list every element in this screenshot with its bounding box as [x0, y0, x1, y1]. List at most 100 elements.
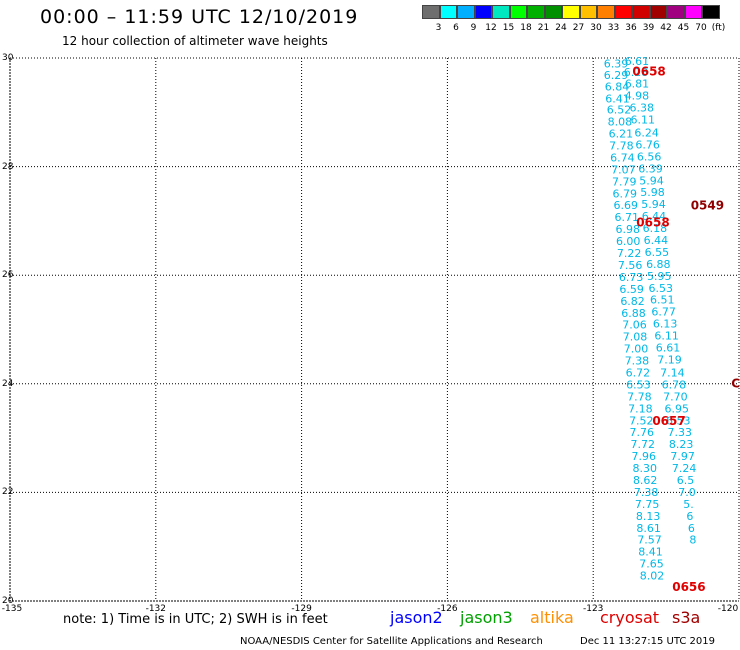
color-swatch — [649, 5, 667, 19]
wave-height-label: 7.08 — [623, 331, 648, 344]
wave-height-label: 6.29 — [604, 69, 629, 82]
wave-height-label: 8.02 — [640, 570, 665, 583]
longitude-label: -135 — [1, 604, 23, 614]
color-scale-label: 6 — [453, 23, 459, 33]
color-swatch — [597, 5, 615, 19]
legend-cryosat: cryosat — [600, 608, 660, 627]
pass-time-label: 0658 — [632, 65, 665, 79]
page-title: 00:00 – 11:59 UTC 12/10/2019 — [40, 6, 359, 28]
latitude-label: 30 — [2, 53, 14, 63]
wave-height-label: 6.00 — [616, 235, 641, 248]
wave-height-label: 6.18 — [643, 222, 668, 235]
wave-height-label: 8 — [689, 534, 696, 547]
color-swatch — [667, 5, 685, 19]
wave-height-label: 7.78 — [627, 390, 652, 403]
color-swatch — [527, 5, 545, 19]
wave-height-label: 8.13 — [636, 510, 661, 523]
wave-height-label: 7.0 — [678, 486, 696, 499]
wave-height-label: 6.84 — [605, 80, 630, 93]
color-swatch — [614, 5, 632, 19]
color-swatch — [702, 5, 720, 19]
wave-height-label: 6.61 — [656, 342, 681, 355]
color-scale: 3 6 9 12 15 18 21 24 27 30 33 36 39 42 45 70 (ft) — [422, 5, 725, 33]
wave-height-label: 6.13 — [653, 318, 678, 331]
wave-height-label: 7.96 — [631, 450, 656, 463]
wave-height-label: 6.51 — [650, 294, 675, 307]
note-text: note: 1) Time is in UTC; 2) SWH is in fe… — [63, 612, 328, 627]
wave-height-label: 6.11 — [631, 113, 656, 126]
legend-s3a: s3a — [672, 608, 701, 627]
wave-height-label: 8.30 — [632, 462, 657, 475]
wave-height-label: 6.71 — [614, 211, 639, 224]
color-swatch — [632, 5, 650, 19]
wave-height-label: 7.76 — [630, 426, 655, 439]
wave-height-label: 6.56 — [637, 150, 662, 163]
wave-height-label: 7.52 — [629, 414, 654, 427]
wave-height-label: 6.79 — [613, 187, 638, 200]
color-scale-label: 3 — [435, 23, 442, 33]
longitude-label: -132 — [145, 604, 167, 614]
latitude-label: 22 — [2, 487, 14, 498]
wave-height-label: 7.38 — [634, 486, 659, 499]
wave-height-label: 6.61 — [625, 55, 650, 68]
color-swatch — [422, 5, 440, 19]
color-swatch — [544, 5, 562, 19]
wave-height-label: 6.53 — [666, 414, 691, 427]
color-scale-label: 36 — [625, 23, 637, 33]
color-swatch — [457, 5, 475, 19]
wave-height-label: 6.74 — [610, 151, 635, 164]
wave-height-label: 7.78 — [609, 140, 634, 153]
wave-height-label: 7.00 — [624, 343, 649, 356]
wave-height-label: 6.76 — [635, 138, 660, 151]
wave-height-label: 8.62 — [633, 474, 658, 487]
wave-height-label: 6.88 — [621, 307, 646, 320]
pass-time-label: C — [731, 376, 740, 390]
wave-height-label: 6 — [688, 522, 695, 535]
wave-height-label: 7.57 — [637, 534, 662, 547]
wave-height-label: 6.53 — [626, 378, 651, 391]
wave-height-label: 4.98 — [625, 90, 650, 103]
latitude-label: 26 — [2, 270, 14, 281]
wave-height-label: 6.88 — [646, 258, 671, 271]
longitude-label: -123 — [582, 604, 604, 614]
wave-height-label: 6.59 — [619, 283, 644, 296]
wave-height-label: 5.94 — [641, 198, 666, 211]
color-swatch — [684, 5, 702, 19]
longitude-label: -120 — [717, 604, 739, 614]
color-scale-label: 39 — [642, 23, 655, 33]
color-scale-label: 45 — [677, 23, 690, 33]
wave-height-label: 7.06 — [622, 319, 647, 332]
wave-height-label: 6.38 — [630, 101, 655, 114]
color-scale-label: 12 — [485, 23, 497, 33]
wave-height-label: 5. — [683, 498, 694, 511]
color-swatch — [579, 5, 597, 19]
longitude-label: -129 — [291, 604, 312, 614]
wave-height-label: 5.94 — [639, 174, 664, 187]
wave-height-label: 6.11 — [654, 330, 679, 343]
legend-jason2: jason2 — [390, 608, 443, 627]
color-swatch — [474, 5, 492, 19]
wave-height-label: 6.95 — [665, 402, 690, 415]
wave-height-label: 7.24 — [672, 462, 697, 475]
latitude-label: 20 — [2, 596, 14, 606]
latitude-label: 24 — [2, 378, 14, 389]
color-swatch — [562, 5, 580, 19]
color-scale-label: 21 — [537, 23, 550, 33]
wave-height-label: 7.14 — [660, 366, 685, 379]
wave-height-label: 6.41 — [605, 92, 630, 105]
color-scale-label: 18 — [520, 23, 532, 33]
color-scale-label: 27 — [572, 23, 585, 33]
wave-height-label: 8.23 — [669, 438, 694, 451]
wave-height-label: 6.81 — [625, 78, 650, 91]
wave-height-label: 7.79 — [612, 175, 637, 188]
wave-height-label: 6.28 — [624, 66, 649, 79]
wave-height-label: 6.39 — [638, 162, 663, 175]
wave-height-label: 6.55 — [645, 246, 670, 259]
wave-height-label: 6.78 — [662, 378, 687, 391]
wave-height-label: 7.97 — [670, 450, 695, 463]
color-scale-label: 9 — [470, 23, 477, 33]
wave-height-label: 7.56 — [618, 259, 643, 272]
color-scale-label: 42 — [660, 23, 672, 33]
wave-height-label: 8.41 — [638, 546, 663, 559]
wave-height-label: 6.98 — [615, 223, 640, 236]
